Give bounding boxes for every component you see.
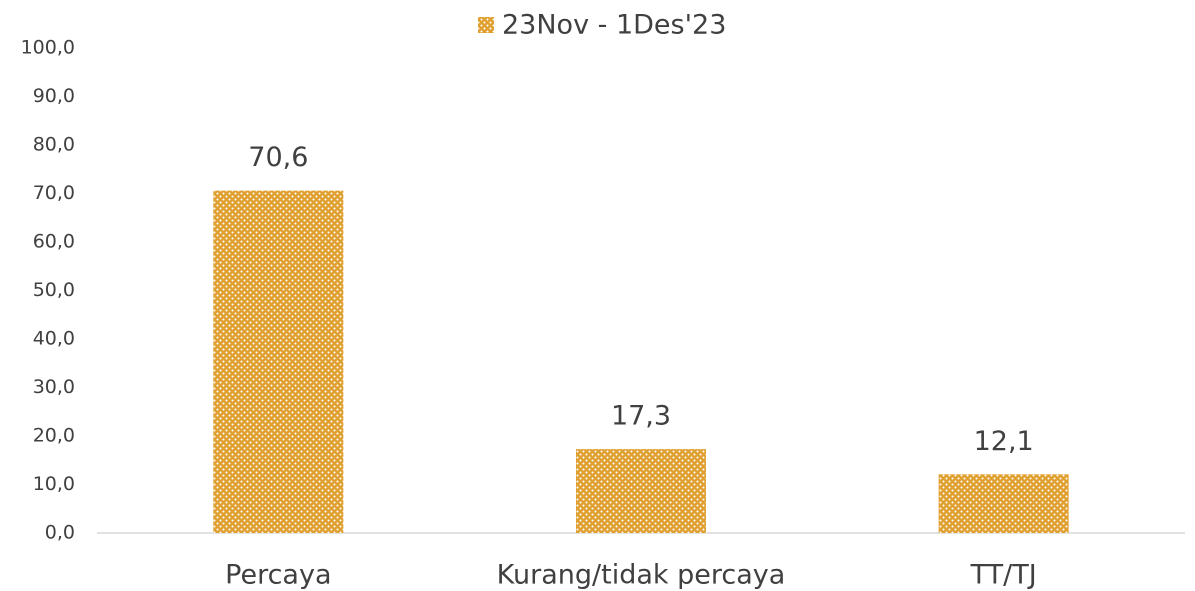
data-label: 70,6 [248, 142, 308, 173]
legend-label: 23Nov - 1Des'23 [502, 10, 726, 41]
x-tick-label: TT/TJ [970, 560, 1037, 591]
x-tick-label: Kurang/tidak percaya [497, 560, 786, 591]
data-label: 17,3 [611, 401, 671, 432]
bar [938, 474, 1069, 533]
legend-swatch [478, 17, 494, 33]
y-tick-label: 10,0 [33, 473, 75, 495]
y-tick-label: 90,0 [33, 85, 75, 107]
bar [576, 449, 706, 533]
y-tick-label: 30,0 [33, 376, 75, 398]
y-tick-label: 40,0 [33, 328, 75, 350]
y-tick-label: 60,0 [33, 231, 75, 253]
y-tick-label: 0,0 [45, 522, 75, 544]
y-tick-label: 100,0 [21, 37, 75, 59]
y-tick-label: 20,0 [33, 425, 75, 447]
bar [213, 190, 344, 533]
y-tick-label: 70,0 [33, 182, 75, 204]
y-tick-label: 80,0 [33, 134, 75, 156]
x-tick-label: Percaya [225, 560, 331, 591]
y-tick-label: 50,0 [33, 279, 75, 301]
data-label: 12,1 [974, 426, 1034, 457]
